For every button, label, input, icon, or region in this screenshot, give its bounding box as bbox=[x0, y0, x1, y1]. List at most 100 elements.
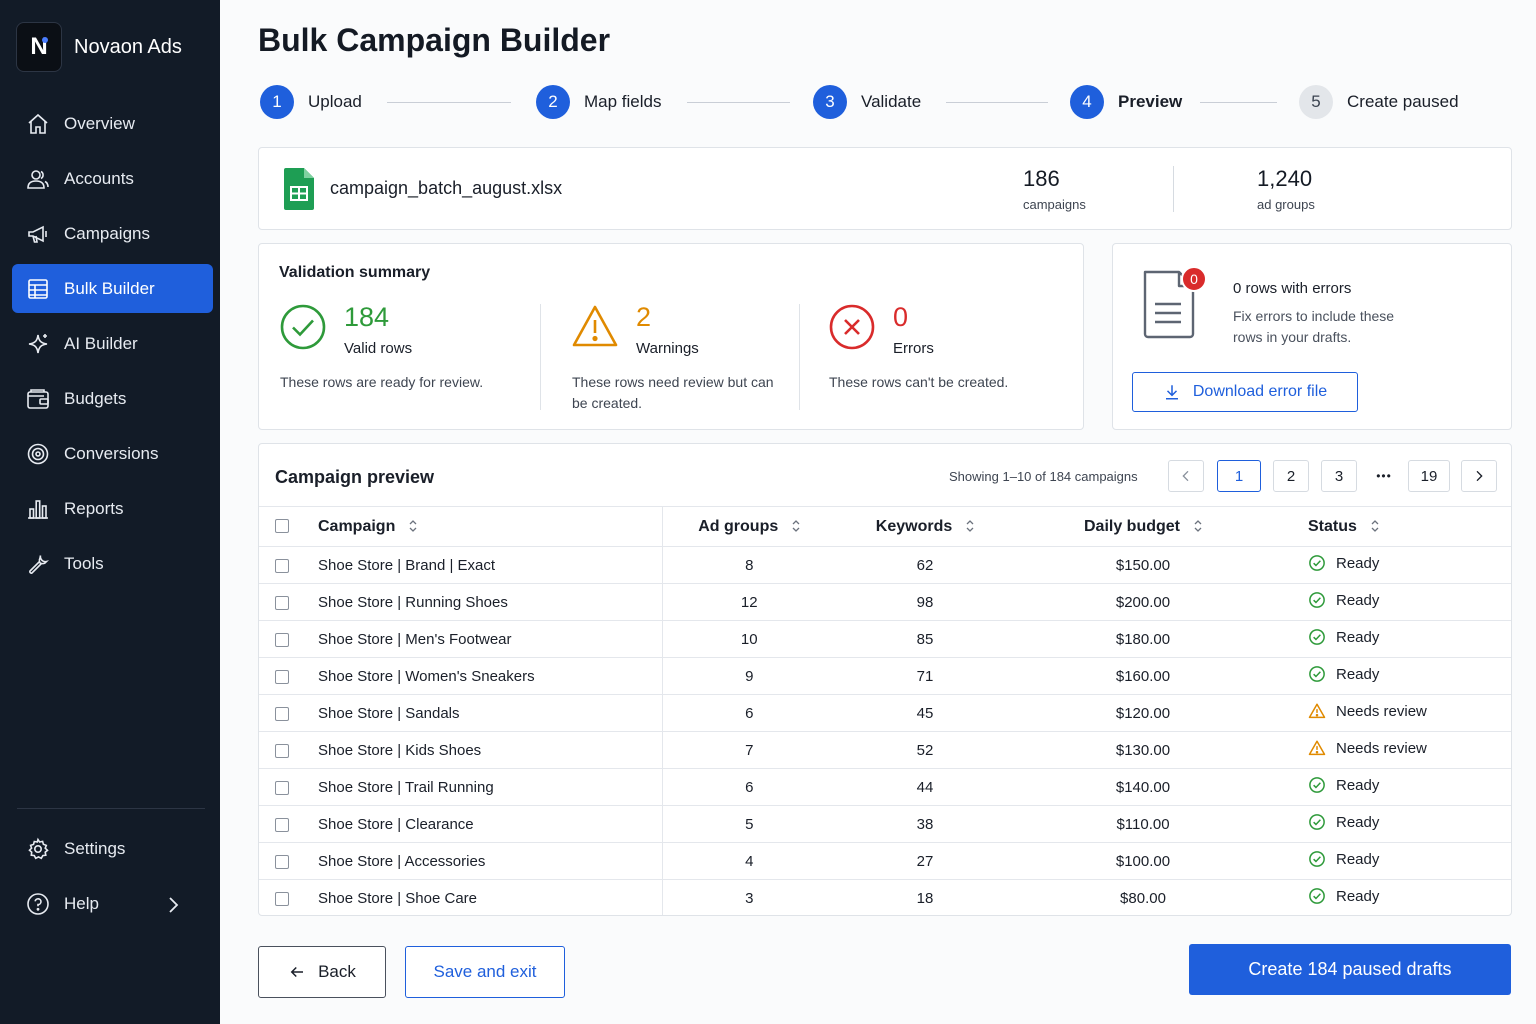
row-checkbox[interactable] bbox=[275, 891, 289, 906]
step-create-paused[interactable]: 5 Create paused bbox=[1299, 85, 1459, 119]
table-row[interactable]: Shoe Store | Running Shoes 12 98 $200.00 Rea… bbox=[259, 583, 1511, 621]
step-number: 5 bbox=[1299, 85, 1333, 119]
row-checkbox-cell bbox=[259, 657, 318, 695]
stepper: 1 Upload 2 Map fields 3 Validate 4 Previ… bbox=[260, 85, 1460, 121]
check-circle-icon bbox=[1309, 777, 1325, 793]
download-button-label: Download error file bbox=[1192, 383, 1328, 400]
wallet-icon bbox=[27, 388, 49, 409]
page-button-19[interactable]: 19 bbox=[1408, 460, 1450, 492]
step-upload[interactable]: 1 Upload bbox=[260, 85, 362, 119]
campaign-preview-card: Campaign preview Showing 1–10 of 184 cam… bbox=[258, 443, 1512, 916]
sidebar-item-budgets[interactable]: Budgets bbox=[12, 374, 213, 423]
table-row[interactable]: Shoe Store | Sandals 6 45 $120.00 Needs revi… bbox=[259, 694, 1511, 732]
daily-budget-cell: $180.00 bbox=[1014, 620, 1272, 658]
sidebar-item-settings[interactable]: Settings bbox=[12, 824, 213, 873]
sidebar-item-label: Help bbox=[64, 893, 99, 913]
col-daily-budget[interactable]: Daily budget bbox=[1014, 506, 1272, 547]
table-row[interactable]: Shoe Store | Accessories 4 27 $100.00 Ready bbox=[259, 842, 1511, 880]
row-checkbox[interactable] bbox=[275, 854, 289, 869]
col-ad-groups[interactable]: Ad groups bbox=[662, 506, 836, 547]
ad-groups-cell: 5 bbox=[662, 805, 836, 843]
table-row[interactable]: Shoe Store | Men's Footwear 10 85 $180.00 Re… bbox=[259, 620, 1511, 658]
ad-groups-cell: 4 bbox=[662, 842, 836, 880]
col-campaign[interactable]: Campaign bbox=[318, 506, 663, 547]
row-checkbox[interactable] bbox=[275, 669, 289, 684]
brand[interactable]: N Novaon Ads bbox=[16, 22, 182, 72]
col-label: Keywords bbox=[875, 517, 953, 535]
page-button-2[interactable]: 2 bbox=[1273, 460, 1309, 492]
campaign-name-cell: Shoe Store | Clearance bbox=[318, 805, 663, 843]
help-icon bbox=[27, 892, 49, 915]
table-row[interactable]: Shoe Store | Clearance 5 38 $110.00 Ready bbox=[259, 805, 1511, 843]
row-checkbox[interactable] bbox=[275, 743, 289, 758]
sort-icon bbox=[409, 520, 417, 533]
row-checkbox[interactable] bbox=[275, 706, 289, 721]
step-label: Preview bbox=[1118, 92, 1183, 111]
status-cell: Ready bbox=[1272, 657, 1511, 695]
row-checkbox[interactable] bbox=[275, 558, 289, 573]
status-badge: Ready bbox=[1308, 628, 1379, 646]
col-label: Ad groups bbox=[698, 517, 779, 535]
check-circle-icon bbox=[1309, 888, 1325, 905]
page-button-3[interactable]: 3 bbox=[1321, 460, 1357, 492]
sidebar-item-tools[interactable]: Tools bbox=[12, 539, 213, 588]
sidebar: N Novaon Ads Overview Accounts Campaigns… bbox=[0, 0, 220, 1024]
prev-page-button[interactable] bbox=[1168, 460, 1204, 492]
ad-groups-cell: 10 bbox=[662, 620, 836, 658]
campaigns-count: 186 bbox=[1023, 166, 1060, 191]
col-label: Campaign bbox=[318, 517, 396, 535]
download-error-file-button[interactable]: Download error file bbox=[1132, 372, 1358, 412]
check-circle-icon bbox=[280, 304, 326, 350]
table-row[interactable]: Shoe Store | Trail Running 6 44 $140.00 Read… bbox=[259, 768, 1511, 806]
status-label: Ready bbox=[1336, 591, 1380, 609]
ad-groups-cell: 6 bbox=[662, 694, 836, 732]
home-icon bbox=[28, 113, 48, 134]
page-button-1[interactable]: 1 bbox=[1217, 460, 1261, 492]
table-row[interactable]: Shoe Store | Brand | Exact 8 62 $150.00 Read… bbox=[259, 546, 1511, 584]
sidebar-item-conversions[interactable]: Conversions bbox=[12, 429, 213, 478]
row-checkbox[interactable] bbox=[275, 595, 289, 610]
campaign-table: Campaign Ad groups Keywords Daily budget… bbox=[259, 506, 1511, 915]
campaign-name-cell: Shoe Store | Sandals bbox=[318, 694, 663, 732]
sidebar-item-campaigns[interactable]: Campaigns bbox=[12, 209, 213, 258]
warning-icon bbox=[572, 305, 618, 347]
table-header-row: Campaign Ad groups Keywords Daily budget… bbox=[259, 506, 1511, 547]
keywords-cell: 38 bbox=[836, 805, 1014, 843]
step-map-fields[interactable]: 2 Map fields bbox=[536, 85, 661, 119]
error-rows-description: Fix errors to include these rows in your… bbox=[1233, 308, 1395, 345]
step-validate[interactable]: 3 Validate bbox=[813, 85, 921, 119]
status-badge: Ready bbox=[1308, 813, 1379, 831]
back-button[interactable]: Back bbox=[258, 946, 386, 998]
step-preview[interactable]: 4 Preview bbox=[1070, 85, 1182, 119]
col-keywords[interactable]: Keywords bbox=[836, 506, 1014, 547]
create-drafts-button[interactable]: Create 184 paused drafts bbox=[1189, 944, 1511, 995]
sidebar-item-help[interactable]: Help bbox=[12, 879, 213, 928]
keywords-cell: 71 bbox=[836, 657, 1014, 695]
sidebar-item-bulk-builder[interactable]: Bulk Builder bbox=[12, 264, 213, 313]
table-row[interactable]: Shoe Store | Shoe Care 3 18 $80.00 Ready bbox=[259, 879, 1511, 915]
status-label: Ready bbox=[1336, 850, 1380, 868]
campaign-name-cell: Shoe Store | Women's Sneakers bbox=[318, 657, 663, 695]
select-all-checkbox[interactable] bbox=[275, 519, 289, 534]
sidebar-item-reports[interactable]: Reports bbox=[12, 484, 213, 533]
users-icon bbox=[27, 169, 49, 189]
row-checkbox[interactable] bbox=[275, 817, 289, 832]
daily-budget-cell: $140.00 bbox=[1014, 768, 1272, 806]
next-page-button[interactable] bbox=[1461, 460, 1497, 492]
campaign-name-cell: Shoe Store | Brand | Exact bbox=[318, 546, 663, 584]
check-circle-icon bbox=[1309, 629, 1325, 645]
sidebar-item-overview[interactable]: Overview bbox=[12, 99, 213, 148]
row-checkbox-cell bbox=[259, 583, 318, 621]
row-checkbox[interactable] bbox=[275, 780, 289, 795]
spreadsheet-icon bbox=[284, 168, 314, 210]
row-checkbox[interactable] bbox=[275, 632, 289, 647]
ad-groups-label: ad groups bbox=[1257, 197, 1315, 212]
sidebar-item-accounts[interactable]: Accounts bbox=[12, 154, 213, 203]
column-separator bbox=[799, 304, 800, 410]
error-file-card: 0 0 rows with errors Fix errors to inclu… bbox=[1112, 243, 1512, 430]
table-row[interactable]: Shoe Store | Kids Shoes 7 52 $130.00 Needs r… bbox=[259, 731, 1511, 769]
save-and-exit-button[interactable]: Save and exit bbox=[405, 946, 565, 998]
table-row[interactable]: Shoe Store | Women's Sneakers 9 71 $160.00 R… bbox=[259, 657, 1511, 695]
sidebar-item-ai-builder[interactable]: AI Builder bbox=[12, 319, 213, 368]
col-status[interactable]: Status bbox=[1272, 506, 1511, 547]
